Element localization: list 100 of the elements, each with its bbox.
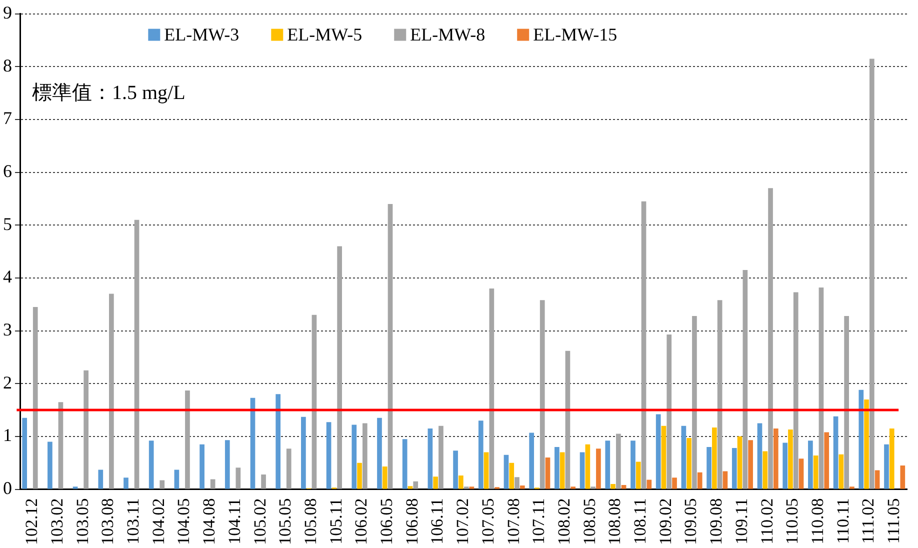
y-tick-label: 8 [3,55,12,76]
bar [641,201,646,489]
bar [762,451,768,489]
bar [236,468,241,489]
bar [174,470,180,489]
bar [656,414,661,489]
y-tick-label: 6 [3,161,12,182]
bar [768,188,773,489]
x-tick-label: 108.08 [605,498,624,545]
x-tick-label: 110.02 [757,498,776,544]
bar [884,444,889,489]
bar [742,270,748,489]
bar [844,316,849,489]
bar [666,334,672,489]
bar [98,470,104,489]
bar [722,471,728,489]
bar [200,444,204,489]
bar [833,416,838,489]
bar [869,58,874,489]
x-tick-label: 103.11 [124,498,143,544]
bar [286,448,292,489]
bar [301,416,306,489]
bar [84,370,88,489]
bar [504,454,509,489]
x-tick-label: 109.02 [656,498,675,545]
bar [580,452,585,489]
x-tick-label: 108.02 [554,498,574,545]
bar [261,474,266,489]
bar [453,450,458,489]
x-tick-label: 106.08 [402,498,422,545]
x-tick-label: 105.11 [326,498,346,544]
x-tick-label: 104.05 [174,498,194,545]
bar [621,485,626,489]
bar [108,294,114,489]
bar [596,448,601,489]
bar [808,440,813,489]
bar [773,428,778,489]
bar [874,470,880,489]
bar [377,418,382,489]
y-tick-label: 5 [3,214,12,234]
bar [900,465,906,489]
bar [185,390,190,489]
bar [250,398,256,489]
bar [357,462,362,489]
bar [748,440,753,489]
x-tick-label: 110.05 [782,498,802,544]
y-tick-label: 1 [3,425,12,446]
x-tick-label: 107.05 [478,498,498,545]
bar [408,486,413,489]
x-tick-label: 105.02 [250,498,270,545]
bar [813,455,818,489]
bar [661,426,666,489]
bar [646,480,652,489]
bar [276,394,281,489]
bar [757,423,762,489]
y-tick-label: 4 [3,266,12,287]
bar [889,428,894,489]
annotation: 標準值：1.5 mg/L [32,82,186,104]
bar [388,204,393,489]
bar [514,477,520,489]
x-tick-label: 110.08 [808,498,827,544]
bar [458,476,464,489]
bar [433,476,438,489]
x-tick-label: 108.05 [580,498,599,545]
bar [362,423,368,489]
x-tick-label: 103.08 [98,498,118,545]
x-tick-label: 110.11 [833,498,852,544]
bar [686,438,692,489]
x-tick-label: 103.02 [47,498,66,545]
bar [509,462,514,489]
x-tick-label: 102.12 [22,498,42,545]
legend-label: EL-MW-8 [410,24,486,45]
x-tick-label: 111.02 [858,498,878,544]
x-tick-label: 107.11 [529,498,548,544]
bar [148,440,154,489]
bar [717,300,722,489]
y-tick-label: 3 [3,320,12,340]
bar [32,306,38,489]
bar [58,402,64,489]
bar [824,432,830,489]
bar [560,452,565,489]
legend-label: EL-MW-3 [164,24,240,45]
bar [858,390,864,489]
bar [706,446,712,489]
y-tick-label: 7 [3,108,12,128]
bar [585,444,590,489]
bar [697,472,702,489]
x-tick-label: 106.11 [428,498,447,544]
bar [732,448,737,489]
bar [478,420,484,489]
x-tick-label: 104.08 [200,498,219,545]
x-tick-label: 109.05 [681,498,700,545]
bar [540,300,545,489]
bar [605,440,610,489]
bar [818,287,824,489]
bar [352,424,357,489]
bar [610,484,616,489]
bar [48,442,52,489]
bar [630,440,636,489]
bar [402,439,408,489]
